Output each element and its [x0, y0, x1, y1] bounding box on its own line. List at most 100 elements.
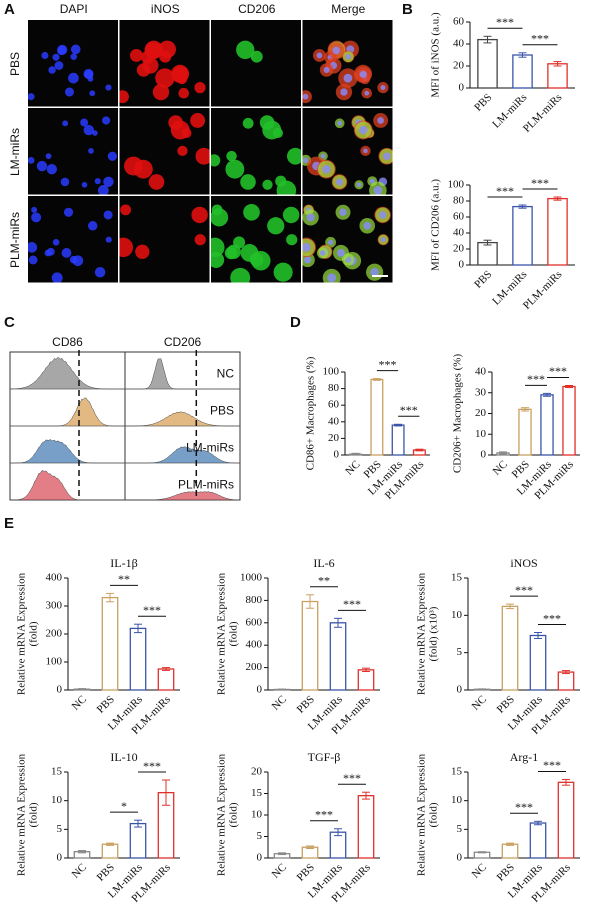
nucleus	[302, 243, 311, 252]
significance-label: ***	[515, 583, 533, 597]
significance-label: ***	[531, 32, 549, 46]
y-tick-label: 100	[46, 656, 63, 668]
cell	[135, 244, 150, 259]
nucleus	[60, 177, 70, 187]
y-tick-label: 0	[457, 852, 463, 864]
y-tick-label: 20	[328, 432, 340, 444]
group-label: LM-miRs	[186, 441, 234, 455]
cell	[262, 120, 282, 140]
cell	[148, 174, 165, 190]
x-tick-label: PBS	[472, 268, 494, 290]
chart-title: IL-1β	[110, 556, 137, 570]
nucleus	[105, 236, 112, 243]
bar	[529, 634, 547, 691]
bar	[557, 781, 575, 859]
significance-label: ***	[400, 403, 418, 417]
cells	[119, 40, 206, 104]
cell	[286, 147, 301, 165]
cell	[190, 113, 206, 128]
nucleus	[83, 124, 94, 136]
y-tick-label: 5	[57, 823, 63, 835]
nucleus	[41, 51, 49, 59]
chart-title: IL-6	[313, 556, 334, 570]
nucleus	[70, 53, 78, 60]
nucleus	[62, 120, 69, 127]
y-tick-label: 0	[257, 684, 263, 696]
nucleus	[46, 164, 58, 175]
nucleus	[51, 272, 63, 283]
y-axis-label: Relative mRNA Expression	[216, 572, 228, 695]
y-tick-label: 5	[457, 823, 463, 835]
nucleus	[36, 160, 48, 172]
cell	[267, 217, 285, 235]
bar	[529, 822, 547, 859]
histogram	[125, 491, 241, 501]
nucleus	[339, 208, 347, 217]
y-tick-label: 15	[51, 766, 63, 778]
bar	[518, 408, 532, 456]
micrograph	[28, 196, 118, 283]
cell	[211, 237, 225, 258]
cell	[240, 174, 256, 190]
panel-letter: E	[4, 515, 14, 532]
y-axis-label: Relative mRNA Expression	[16, 753, 28, 876]
significance-label: ***	[315, 808, 333, 822]
y-tick-label: 15	[251, 787, 263, 799]
y-tick-label: 400	[46, 572, 63, 584]
bar	[129, 627, 147, 691]
nucleus	[363, 148, 368, 154]
y-axis-label: Relative mRNA Expression	[416, 572, 428, 695]
x-tick-label: PBS	[495, 693, 517, 715]
nucleus	[52, 53, 60, 61]
nucleus	[80, 118, 89, 127]
nucleus	[52, 239, 60, 246]
nucleus	[370, 267, 379, 277]
nucleus	[356, 182, 362, 188]
nucleus	[87, 221, 98, 231]
cell	[224, 246, 238, 260]
nucleus	[89, 90, 96, 97]
y-tick-label: 1000	[240, 572, 263, 584]
nucleus	[70, 44, 81, 55]
cell	[191, 206, 208, 224]
nucleus	[68, 72, 79, 84]
significance-label: ***	[531, 176, 549, 190]
y-axis-label: Relative mRNA Expression	[16, 572, 28, 695]
nucleus	[28, 93, 35, 101]
nucleus	[336, 178, 344, 186]
bar	[547, 197, 568, 266]
histogram	[9, 470, 125, 501]
y-axis-label: CD86+ Macrophages (%)	[305, 356, 317, 470]
cell	[240, 244, 259, 262]
y-tick-label: 20	[475, 407, 487, 419]
significance-label: ***	[143, 603, 161, 617]
cell	[120, 204, 132, 216]
significance-label: ***	[543, 758, 561, 772]
nucleus	[345, 54, 351, 60]
y-tick-label: 80	[453, 195, 465, 207]
significance-label: ***	[343, 597, 361, 611]
cell	[276, 180, 297, 195]
cells	[302, 204, 391, 283]
bar	[129, 822, 147, 859]
x-tick-label: PBS	[495, 861, 517, 883]
y-tick-label: 0	[57, 852, 63, 864]
nucleus	[377, 117, 384, 124]
nucleus	[103, 176, 114, 187]
significance-label: ***	[527, 372, 545, 386]
nucleus	[94, 178, 101, 185]
significance-label: *	[121, 799, 127, 813]
cells	[28, 44, 112, 101]
bar	[547, 63, 568, 89]
x-tick-label: NC	[491, 458, 510, 477]
y-tick-label: 200	[246, 661, 263, 673]
cell	[119, 90, 129, 104]
cell	[243, 203, 260, 221]
panel-letter: B	[402, 1, 413, 18]
cell	[152, 83, 170, 101]
cell	[119, 237, 134, 258]
cell	[236, 40, 255, 60]
cell	[250, 50, 263, 63]
x-tick-label: NC	[470, 861, 489, 880]
cell	[136, 63, 151, 77]
